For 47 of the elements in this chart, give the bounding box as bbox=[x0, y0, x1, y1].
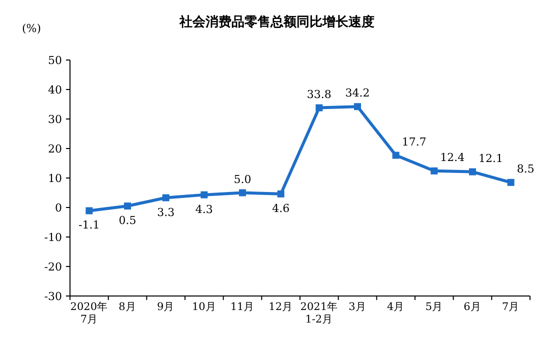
data-label: 12.4 bbox=[440, 150, 465, 164]
point bbox=[354, 103, 361, 110]
x-tick-label: 5月 bbox=[425, 301, 444, 313]
data-label: 12.1 bbox=[478, 152, 503, 165]
y-tick-label: 0 bbox=[55, 202, 62, 214]
data-label: 8.5 bbox=[516, 162, 534, 176]
data-label: -1.1 bbox=[78, 218, 100, 232]
chart-title: 社会消费品零售总额同比增长速度 bbox=[178, 14, 374, 30]
x-tick-label: 4月 bbox=[386, 301, 405, 313]
y-tick-label: 30 bbox=[48, 113, 62, 126]
x-tick-label: 2020年 7月 bbox=[70, 301, 108, 326]
data-label: 4.6 bbox=[272, 202, 290, 215]
point bbox=[124, 202, 131, 210]
x-tick-label: 7月 bbox=[502, 301, 520, 313]
x-tick-label: 12月 bbox=[268, 301, 294, 313]
x-tick-label: 8月 bbox=[118, 301, 136, 313]
data-label: 17.7 bbox=[402, 135, 426, 148]
point bbox=[316, 104, 323, 112]
point bbox=[392, 152, 400, 159]
y-axis-title: (%) bbox=[22, 22, 42, 35]
point bbox=[86, 207, 93, 214]
x-tick-label: 3月 bbox=[348, 301, 366, 313]
y-tick-label: 10 bbox=[48, 172, 62, 185]
data-label: 4.3 bbox=[195, 202, 213, 216]
point bbox=[162, 194, 170, 202]
x-tick-label: 2021年 1-2月 bbox=[300, 301, 338, 326]
y-tick-label: 20 bbox=[48, 142, 62, 156]
x-tick-label: 11月 bbox=[230, 301, 255, 313]
point bbox=[469, 168, 476, 176]
y-tick-label: -20 bbox=[44, 260, 62, 274]
point bbox=[507, 178, 514, 186]
data-label: 5.0 bbox=[234, 172, 252, 186]
point bbox=[277, 190, 284, 198]
y-tick-label: 40 bbox=[48, 84, 62, 96]
point bbox=[430, 167, 438, 174]
y-tick-label: 50 bbox=[48, 54, 62, 67]
data-label: 3.3 bbox=[157, 206, 175, 219]
x-tick-label: 6月 bbox=[464, 301, 482, 313]
data-label: 34.2 bbox=[345, 86, 370, 100]
y-tick-label: -30 bbox=[44, 290, 62, 303]
y-tick-label: -10 bbox=[44, 231, 62, 244]
point bbox=[200, 191, 208, 198]
x-tick-label: 9月 bbox=[156, 301, 175, 313]
data-label: 0.5 bbox=[118, 214, 136, 228]
data-label: 33.8 bbox=[306, 88, 332, 101]
point bbox=[239, 189, 246, 196]
x-tick-label: 10月 bbox=[192, 301, 216, 313]
